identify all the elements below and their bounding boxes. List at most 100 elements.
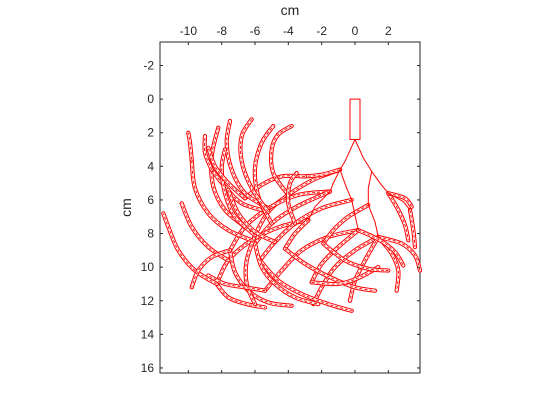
branch-segment bbox=[329, 169, 341, 192]
root-series bbox=[347, 234, 381, 303]
root-outline bbox=[309, 228, 361, 285]
root-core bbox=[227, 189, 276, 243]
roots-layer bbox=[161, 117, 423, 313]
root-series bbox=[311, 234, 381, 307]
root-series bbox=[161, 211, 219, 286]
branch-segment bbox=[371, 171, 389, 194]
root-core bbox=[284, 219, 309, 249]
root-core bbox=[270, 125, 292, 196]
root-inner bbox=[190, 249, 232, 289]
root-core bbox=[221, 149, 256, 236]
x-tick-label: -2 bbox=[316, 24, 327, 38]
x-tick-label: 2 bbox=[385, 24, 392, 38]
root-series bbox=[224, 118, 271, 211]
root-series bbox=[309, 228, 361, 285]
root-series bbox=[206, 145, 248, 201]
root-core bbox=[311, 229, 359, 283]
y-tick-label: 12 bbox=[141, 294, 155, 308]
root-core bbox=[259, 260, 352, 312]
root-core bbox=[210, 127, 246, 228]
plot-area bbox=[159, 41, 423, 374]
root-series bbox=[186, 130, 194, 162]
x-tick-label: 0 bbox=[352, 24, 359, 38]
branch-segment bbox=[351, 199, 359, 231]
root-series bbox=[321, 202, 371, 246]
root-series bbox=[268, 123, 294, 197]
root-series bbox=[282, 246, 378, 293]
root-core bbox=[204, 136, 213, 170]
x-axis-label: cm bbox=[281, 2, 300, 18]
root-series bbox=[376, 234, 423, 273]
root-series bbox=[226, 187, 278, 244]
y-tick-label: 6 bbox=[147, 193, 154, 207]
root-series bbox=[252, 241, 321, 307]
branch-segment bbox=[388, 192, 411, 211]
root-series bbox=[189, 157, 254, 243]
y-tick-label: 8 bbox=[147, 227, 154, 241]
y-tick-label: 14 bbox=[141, 327, 155, 341]
root-core bbox=[191, 159, 252, 241]
axes-box bbox=[159, 41, 421, 374]
root-series bbox=[219, 147, 258, 238]
branch-segment bbox=[307, 191, 331, 221]
branch-segment bbox=[339, 139, 356, 170]
branch-segment bbox=[339, 169, 353, 201]
root-core bbox=[304, 169, 341, 177]
root-series bbox=[189, 248, 233, 290]
root-core bbox=[409, 209, 416, 248]
x-tick-label: -6 bbox=[250, 24, 261, 38]
root-core bbox=[245, 235, 256, 305]
root-core bbox=[229, 191, 331, 251]
root-core bbox=[284, 248, 376, 292]
root-core bbox=[358, 229, 404, 266]
x-tick-label: -4 bbox=[283, 24, 294, 38]
y-tick-label: 16 bbox=[141, 361, 155, 375]
root-series bbox=[321, 241, 391, 273]
branch-segment bbox=[367, 204, 379, 238]
y-tick-label: 0 bbox=[147, 92, 154, 106]
root-series bbox=[356, 228, 406, 268]
root-series bbox=[257, 258, 354, 313]
root-core bbox=[187, 132, 193, 160]
root-core bbox=[388, 192, 413, 207]
root-series bbox=[202, 134, 214, 172]
root-core bbox=[349, 236, 379, 301]
y-tick-label: 10 bbox=[141, 260, 155, 274]
branch-segment bbox=[367, 171, 373, 205]
root-series bbox=[243, 233, 258, 307]
root-core bbox=[311, 266, 379, 285]
root-core bbox=[254, 243, 319, 305]
y-tick-label: -2 bbox=[143, 59, 154, 73]
root-series bbox=[407, 207, 418, 250]
root-series bbox=[206, 273, 268, 293]
root-core bbox=[287, 172, 298, 224]
y-tick-label: 4 bbox=[147, 159, 154, 173]
root-core bbox=[162, 213, 217, 285]
root-series bbox=[209, 125, 248, 229]
root-series bbox=[238, 117, 271, 214]
y-axis-label: cm bbox=[118, 198, 134, 217]
stem bbox=[349, 98, 361, 140]
x-axis-ticks: -10 -8 -6 -4 -2 0 2 bbox=[180, 24, 392, 373]
root-core bbox=[208, 275, 266, 292]
root-core bbox=[377, 236, 399, 291]
root-core bbox=[323, 243, 389, 271]
y-tick-label: 2 bbox=[147, 126, 154, 140]
root-core bbox=[207, 147, 246, 199]
root-series bbox=[386, 191, 414, 209]
branches-layer bbox=[307, 139, 411, 238]
root-core bbox=[216, 283, 266, 308]
root-inner bbox=[387, 192, 410, 242]
y-axis-ticks: -2 0 2 4 6 8 10 12 14 16 bbox=[141, 59, 420, 375]
root-core bbox=[378, 236, 421, 271]
root-series bbox=[309, 265, 381, 287]
root-inner bbox=[312, 235, 380, 306]
branch-segment bbox=[354, 139, 373, 172]
root-series bbox=[282, 218, 311, 251]
root-series bbox=[386, 191, 411, 243]
root-series bbox=[214, 281, 268, 310]
root-core bbox=[239, 119, 269, 212]
x-tick-label: -10 bbox=[180, 24, 198, 38]
root-series bbox=[285, 171, 299, 226]
